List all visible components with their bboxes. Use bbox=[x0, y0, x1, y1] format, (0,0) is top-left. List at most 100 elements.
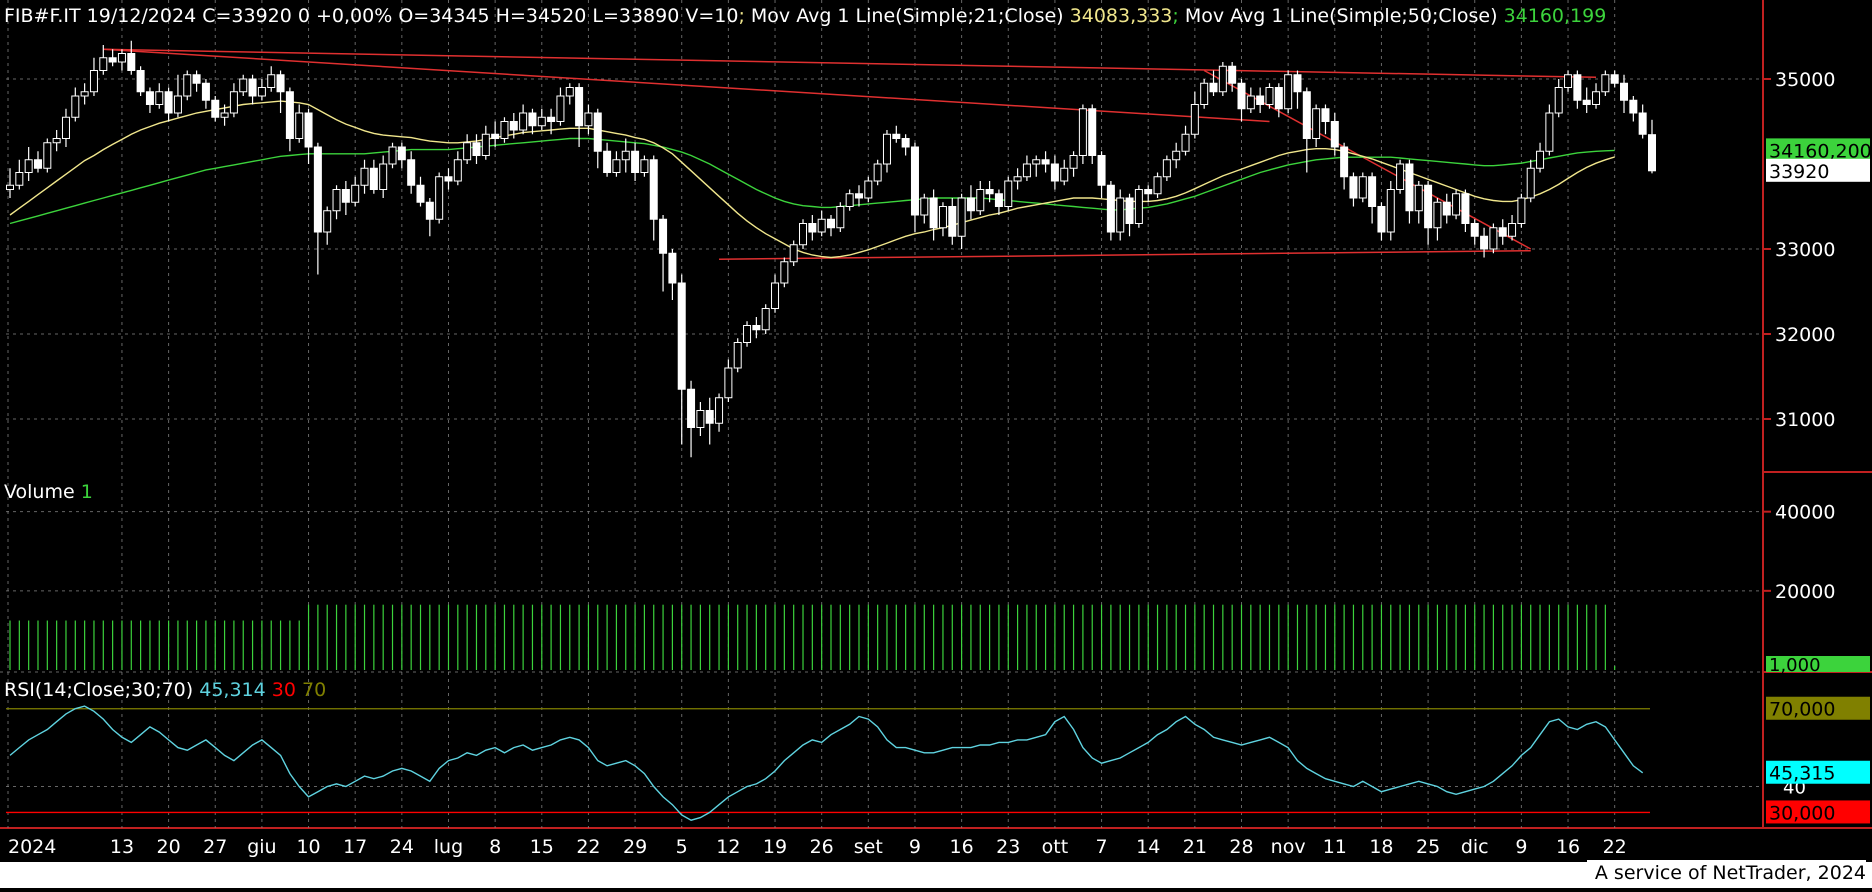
candle-up bbox=[640, 159, 649, 173]
price-tag-box bbox=[1766, 138, 1870, 162]
instrument-summary: FIB#F.IT 19/12/2024 C=33920 0 +0,00% O=3… bbox=[4, 5, 739, 27]
candle-down bbox=[575, 87, 584, 127]
candle-up bbox=[360, 167, 369, 186]
candle-up bbox=[1162, 159, 1171, 178]
candle-down bbox=[593, 112, 602, 152]
legend-separator: ; bbox=[738, 5, 745, 27]
candle-down bbox=[705, 410, 714, 424]
ma21-label: Mov Avg 1 Line(Simple;21;Close) bbox=[744, 5, 1070, 27]
candle-up bbox=[379, 163, 388, 190]
candle-up bbox=[183, 74, 192, 97]
candle-down bbox=[136, 70, 145, 93]
candle-down bbox=[1293, 74, 1302, 93]
candle-up bbox=[257, 87, 266, 97]
candle-up bbox=[1004, 180, 1013, 207]
candle-up bbox=[1172, 150, 1181, 161]
x-axis-label: set bbox=[854, 836, 883, 858]
candle-up bbox=[6, 184, 14, 190]
rsi-high-level: 70 bbox=[302, 679, 327, 701]
rsi-legend: RSI(14;Close;30;70) 45,314 30 70 bbox=[4, 679, 326, 701]
ma21-value: 34083,333 bbox=[1069, 5, 1173, 27]
candle-down bbox=[1209, 82, 1218, 93]
candle-up bbox=[332, 189, 341, 212]
candle-down bbox=[509, 121, 518, 131]
candle-up bbox=[920, 197, 929, 216]
candle-down bbox=[985, 189, 994, 195]
candle-down bbox=[994, 193, 1003, 207]
candle-up bbox=[1396, 163, 1405, 190]
rsi-tag-box bbox=[1766, 696, 1870, 720]
x-axis-label: 7 bbox=[1096, 836, 1108, 858]
candle-down bbox=[201, 82, 210, 101]
rsi-line bbox=[9, 705, 1644, 821]
x-axis-label: 8 bbox=[489, 836, 501, 858]
candle-down bbox=[397, 146, 406, 161]
candle-down bbox=[164, 91, 173, 114]
candle-up bbox=[612, 159, 621, 173]
candle-up bbox=[537, 116, 546, 127]
candle-up bbox=[1601, 74, 1610, 93]
x-axis-label: 18 bbox=[1369, 836, 1393, 858]
candle-down bbox=[472, 142, 481, 156]
x-axis-label: 21 bbox=[1183, 836, 1207, 858]
candle-down bbox=[668, 252, 677, 284]
candle-down bbox=[127, 53, 136, 71]
candle-down bbox=[1620, 82, 1629, 101]
candle-up bbox=[873, 163, 882, 182]
candle-down bbox=[948, 206, 957, 237]
candle-up bbox=[1032, 159, 1041, 165]
candle-down bbox=[1368, 176, 1377, 207]
ma50-label: Mov Avg 1 Line(Simple;50;Close) bbox=[1178, 5, 1504, 27]
footer-band bbox=[0, 862, 1872, 888]
candle-down bbox=[1610, 74, 1619, 84]
candle-up bbox=[500, 121, 509, 139]
candle-down bbox=[1050, 163, 1059, 182]
x-axis-label: 29 bbox=[623, 836, 647, 858]
x-axis-label: 15 bbox=[530, 836, 554, 858]
x-axis-label: dic bbox=[1461, 836, 1489, 858]
candle-up bbox=[1022, 163, 1031, 178]
candle-up bbox=[1060, 167, 1069, 182]
rsi-label: RSI(14;Close;30;70) bbox=[4, 679, 200, 701]
candle-down bbox=[108, 57, 117, 63]
candle-down bbox=[444, 176, 453, 182]
candle-up bbox=[799, 223, 808, 246]
candle-up bbox=[61, 116, 70, 139]
x-axis-label: 9 bbox=[909, 836, 921, 858]
rsi-tag-label: 30,000 bbox=[1769, 802, 1835, 824]
candle-down bbox=[528, 112, 537, 127]
candle-down bbox=[901, 138, 910, 148]
candle-up bbox=[1536, 150, 1545, 169]
legend-separator: ; bbox=[1172, 5, 1179, 27]
volume-label: Volume bbox=[4, 481, 81, 503]
candle-up bbox=[1246, 95, 1255, 110]
candle-down bbox=[910, 146, 919, 216]
candle-up bbox=[99, 57, 108, 71]
candle-up bbox=[52, 138, 61, 144]
candle-up bbox=[1489, 227, 1498, 250]
candle-down bbox=[425, 201, 434, 220]
y-tick-label: 33000 bbox=[1775, 239, 1835, 261]
x-axis-label: 23 bbox=[996, 836, 1020, 858]
candle-down bbox=[285, 91, 294, 139]
candle-up bbox=[463, 142, 472, 161]
candle-up bbox=[976, 189, 985, 212]
candle-down bbox=[491, 133, 500, 139]
candle-down bbox=[1237, 82, 1246, 110]
y-tick-label: 32000 bbox=[1775, 324, 1835, 346]
rsi-tag-label: 70,000 bbox=[1769, 699, 1835, 721]
price-tag-label: 34160,200 bbox=[1769, 140, 1872, 162]
candle-down bbox=[1582, 99, 1591, 105]
x-axis-label: 20 bbox=[157, 836, 181, 858]
candle-down bbox=[416, 184, 425, 203]
candle-up bbox=[761, 308, 770, 331]
candle-up bbox=[1564, 74, 1573, 88]
candle-up bbox=[80, 91, 89, 97]
candle-down bbox=[687, 388, 696, 428]
rsi-tag-label: 45,315 bbox=[1769, 763, 1835, 785]
candle-down bbox=[1330, 121, 1339, 148]
candle-down bbox=[1302, 91, 1311, 139]
volume-value: 1 bbox=[80, 481, 93, 503]
candle-up bbox=[1134, 189, 1143, 224]
